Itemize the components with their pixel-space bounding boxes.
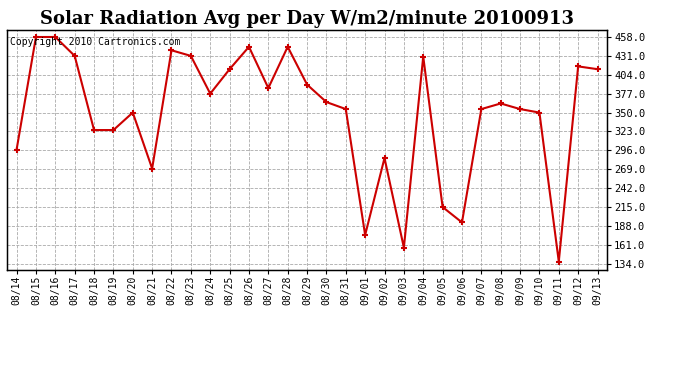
Text: Copyright 2010 Cartronics.com: Copyright 2010 Cartronics.com: [10, 37, 180, 47]
Title: Solar Radiation Avg per Day W/m2/minute 20100913: Solar Radiation Avg per Day W/m2/minute …: [40, 10, 574, 28]
